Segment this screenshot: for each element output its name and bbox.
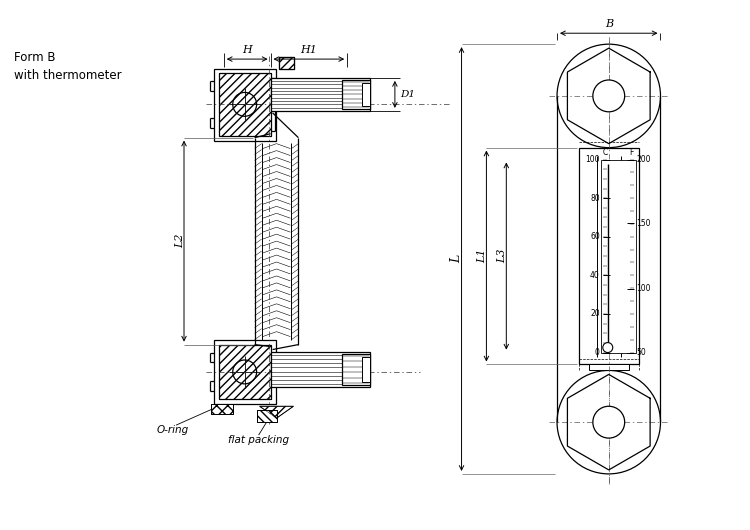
Text: L: L bbox=[450, 255, 463, 263]
Text: H: H bbox=[242, 45, 252, 55]
Bar bbox=[589, 365, 628, 370]
Polygon shape bbox=[260, 407, 293, 418]
Text: flat packing: flat packing bbox=[228, 435, 290, 445]
Text: L2: L2 bbox=[175, 234, 185, 249]
Text: 60: 60 bbox=[590, 232, 600, 241]
Bar bbox=[271, 351, 370, 387]
Text: 150: 150 bbox=[637, 219, 651, 228]
Text: 80: 80 bbox=[590, 193, 600, 202]
Text: L1: L1 bbox=[478, 249, 488, 263]
Text: Form B
with thermometer: Form B with thermometer bbox=[14, 51, 122, 82]
Bar bbox=[214, 69, 275, 140]
Text: O-ring: O-ring bbox=[156, 425, 188, 435]
Bar bbox=[211, 404, 232, 414]
Circle shape bbox=[592, 407, 625, 438]
Circle shape bbox=[557, 44, 661, 148]
Bar bbox=[219, 73, 271, 136]
Bar bbox=[256, 410, 277, 422]
Circle shape bbox=[603, 342, 613, 352]
Text: F: F bbox=[629, 147, 634, 156]
Bar bbox=[211, 404, 232, 414]
Bar bbox=[579, 148, 638, 365]
Text: H1: H1 bbox=[301, 45, 317, 55]
Text: 50: 50 bbox=[637, 348, 646, 357]
Text: C: C bbox=[602, 147, 608, 156]
Bar bbox=[278, 57, 295, 69]
Bar bbox=[219, 344, 271, 399]
Bar bbox=[362, 357, 370, 382]
Bar bbox=[219, 73, 271, 136]
Bar bbox=[219, 344, 271, 399]
Text: 40: 40 bbox=[590, 271, 600, 280]
Bar bbox=[342, 354, 370, 385]
Bar bbox=[342, 80, 370, 109]
Bar bbox=[601, 160, 636, 352]
Circle shape bbox=[557, 370, 661, 474]
Bar bbox=[278, 57, 295, 69]
Bar bbox=[271, 78, 370, 111]
Text: 200: 200 bbox=[637, 155, 651, 164]
Circle shape bbox=[592, 80, 625, 112]
Bar bbox=[214, 340, 275, 404]
Text: 100: 100 bbox=[585, 155, 600, 164]
Bar bbox=[362, 83, 370, 106]
Text: B: B bbox=[604, 19, 613, 29]
Bar bbox=[278, 57, 295, 69]
Text: L3: L3 bbox=[497, 249, 507, 263]
Text: 20: 20 bbox=[590, 310, 600, 319]
Text: 0: 0 bbox=[595, 348, 600, 357]
Bar bbox=[256, 410, 277, 422]
Text: 100: 100 bbox=[637, 285, 651, 293]
Text: D1: D1 bbox=[400, 90, 415, 99]
